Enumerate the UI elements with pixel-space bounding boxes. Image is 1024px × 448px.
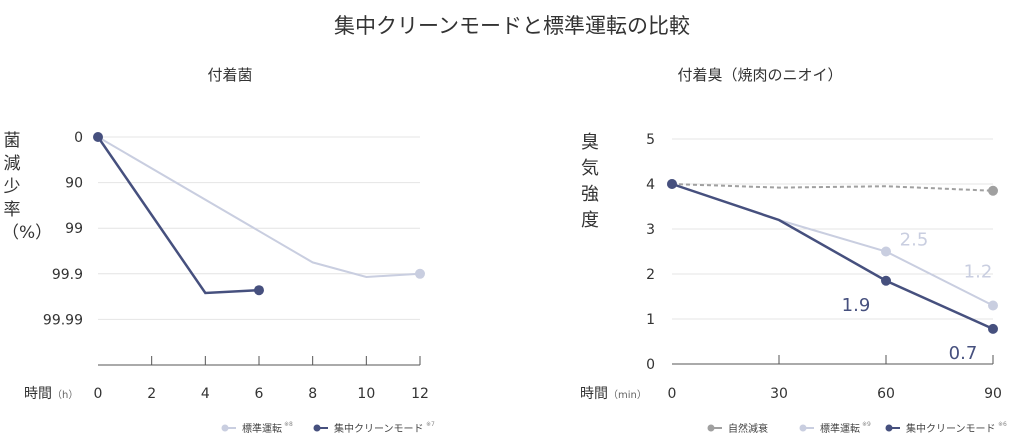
data-point — [988, 300, 998, 311]
legend-label: 標準運転 — [820, 422, 860, 435]
legend-marker — [221, 424, 229, 432]
x-tick-label: 6 — [255, 386, 264, 402]
y-tick-label: 99 — [65, 221, 83, 237]
x-tick-label: 4 — [201, 386, 210, 402]
legend-note: ※9 — [862, 421, 871, 428]
x-tick-label: 8 — [308, 386, 317, 402]
x-tick-label: 2 — [147, 386, 156, 402]
x-tick-label: 30 — [770, 386, 788, 402]
xunit-text: （min） — [608, 390, 647, 401]
y-tick-label: 1 — [646, 312, 655, 328]
legend-label: 集中クリーンモード — [334, 422, 424, 435]
y-tick-label: 99.9 — [52, 267, 83, 283]
x-tick-label: 0 — [668, 386, 677, 402]
xlabel-text: 時間 — [580, 386, 608, 402]
y-tick-label: 3 — [646, 222, 655, 238]
series-line-0 — [97, 136, 421, 278]
legend-marker — [799, 424, 807, 432]
data-point — [881, 246, 891, 257]
xunit-text: （h） — [52, 390, 79, 401]
data-label: 1.2 — [964, 262, 993, 283]
data-point — [415, 268, 425, 279]
legend-note: ※6 — [998, 421, 1007, 428]
chart-2-ylabel: 臭気強度 — [581, 132, 599, 231]
data-label: 1.9 — [842, 295, 871, 316]
chart-2-xlabel: 時間（min） — [580, 383, 647, 403]
legend-note: ※7 — [426, 421, 435, 428]
legend-marker — [313, 424, 321, 432]
series-line-0 — [671, 183, 994, 192]
y-tick-label: 4 — [646, 177, 655, 193]
x-tick-label: 12 — [411, 386, 429, 402]
x-tick-label: 60 — [877, 386, 895, 402]
legend-label: 集中クリーンモード — [906, 422, 996, 435]
legend-note: ※8 — [284, 421, 293, 428]
chart-2-title: 付着臭（焼肉のニオイ） — [677, 66, 843, 84]
y-tick-label: 0 — [646, 357, 655, 373]
y-tick-label: 2 — [646, 267, 655, 283]
series-line-2 — [671, 182, 994, 331]
x-tick-label: 10 — [357, 386, 375, 402]
legend-label: 標準運転 — [242, 422, 282, 435]
data-point — [881, 275, 891, 286]
page-title: 集中クリーンモードと標準運転の比較 — [334, 14, 690, 38]
legend-label: 自然減衰 — [728, 422, 768, 435]
series-line-1 — [96, 136, 260, 295]
data-point — [254, 285, 264, 296]
data-point — [667, 179, 677, 189]
x-tick-label: 90 — [984, 386, 1002, 402]
data-point — [93, 132, 103, 142]
xlabel-text: 時間 — [24, 386, 52, 402]
data-point — [988, 323, 998, 334]
y-tick-label: 5 — [646, 132, 655, 148]
chart-1-xlabel: 時間（h） — [24, 383, 78, 403]
y-tick-label: 90 — [65, 176, 83, 192]
chart-1-title: 付着菌 — [207, 66, 253, 84]
y-tick-label: 0 — [74, 130, 83, 146]
series-line-1 — [671, 183, 994, 307]
data-label: 2.5 — [900, 230, 929, 251]
x-tick-label: 0 — [94, 386, 103, 402]
legend-marker — [707, 424, 715, 432]
y-tick-label: 99.99 — [43, 312, 83, 328]
data-label: 0.7 — [949, 343, 978, 364]
legend-marker — [885, 424, 893, 432]
data-point — [988, 185, 998, 196]
